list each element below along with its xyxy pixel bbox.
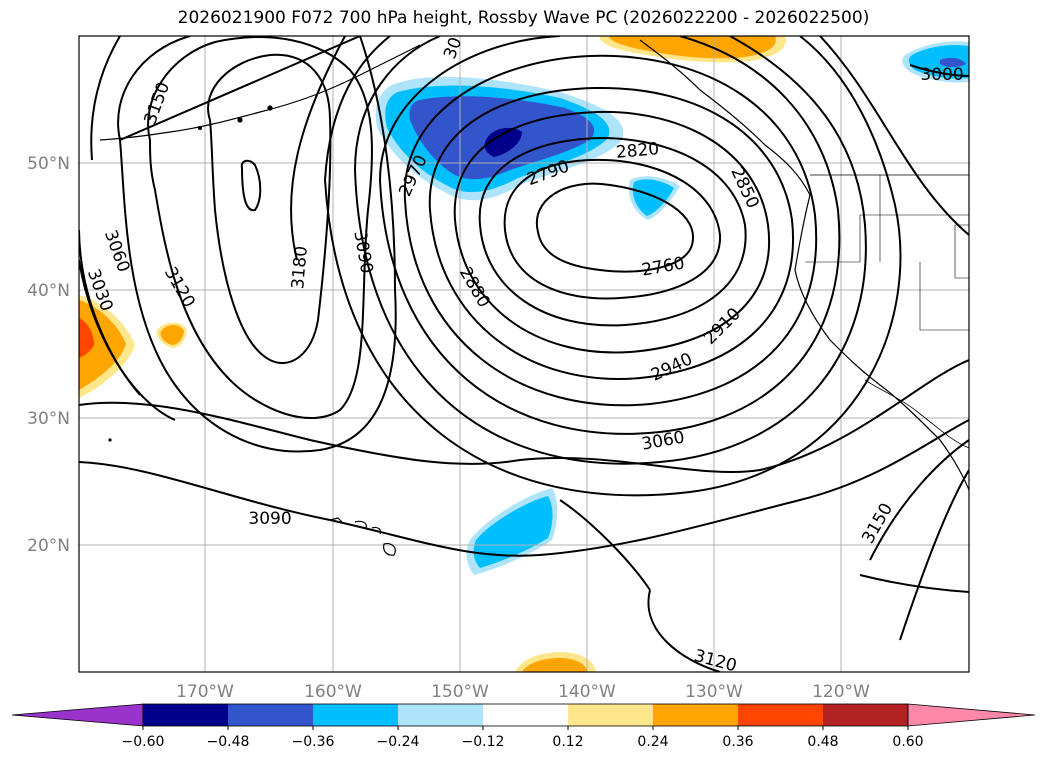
colorbar-tick-label: −0.24 [377,734,420,750]
colorbar-frame [142,703,909,727]
colorbar-tick-label: 0.48 [807,734,838,750]
contour-label: 2940 [648,349,696,385]
colorbar-tick-label: 0.60 [892,734,923,750]
colorbar-bin [228,704,313,726]
lon-label: 120°W [812,682,870,702]
lat-label: 30°N [27,409,70,429]
contour-label: 2760 [640,253,686,280]
lat-label: 40°N [27,281,70,301]
colorbar-bin [143,704,228,726]
contour-label: 3180 [288,245,312,290]
colorbar-tick-label: −0.36 [292,734,335,750]
lon-label: 150°W [431,682,489,702]
map-panel [79,36,969,672]
colorbar-extend-low [11,703,144,727]
colorbar-bin [738,704,823,726]
colorbar: −0.60 −0.48 −0.36 −0.24 −0.12 0.12 0.24 0.36 0.4… [11,703,1036,750]
lat-label: 50°N [27,154,70,174]
height-contours [79,36,969,672]
colorbar-tick-label: 0.36 [722,734,753,750]
lon-label: 130°W [685,682,743,702]
lon-label: 140°W [558,682,616,702]
colorbar-bin [483,704,568,726]
latitude-labels: 50°N 40°N 30°N 20°N [27,154,70,556]
colorbar-tick-label: −0.12 [462,734,505,750]
contour-label: 2880 [455,264,494,311]
contour-label: 30 [440,35,466,62]
colorbar-bin [568,704,653,726]
colorbar-bin [823,704,908,726]
coastlines [99,39,969,556]
anomaly-shading [79,36,969,672]
negative-anomaly-max [484,127,522,157]
lat-label: 20°N [27,536,70,556]
longitude-labels: 170°W 160°W 150°W 140°W 130°W 120°W [176,682,870,702]
contour-label: 3120 [160,264,199,311]
map-title: 2026021900 F072 700 hPa height, Rossby W… [177,8,870,28]
map-frame [78,35,970,673]
colorbar-tick-label: 0.12 [552,734,583,750]
colorbar-tick-label: 0.24 [637,734,668,750]
colorbar-bin [313,704,398,726]
colorbar-bin [398,704,483,726]
colorbar-tick-label: −0.48 [207,734,250,750]
contour-label: 3090 [349,229,376,275]
contour-label: 2820 [615,139,660,163]
contour-label: 3000 [920,65,963,85]
graticule [79,36,969,672]
contour-label: 3090 [248,509,291,529]
contour-label: 2910 [700,304,745,349]
colorbar-extend-high [907,703,1036,727]
contour-label: 3060 [640,427,686,454]
contour-label: 3150 [141,80,175,127]
colorbar-bin [653,704,738,726]
lon-label: 160°W [304,682,362,702]
colorbar-tick-label: −0.60 [122,734,165,750]
lon-label: 170°W [176,682,234,702]
